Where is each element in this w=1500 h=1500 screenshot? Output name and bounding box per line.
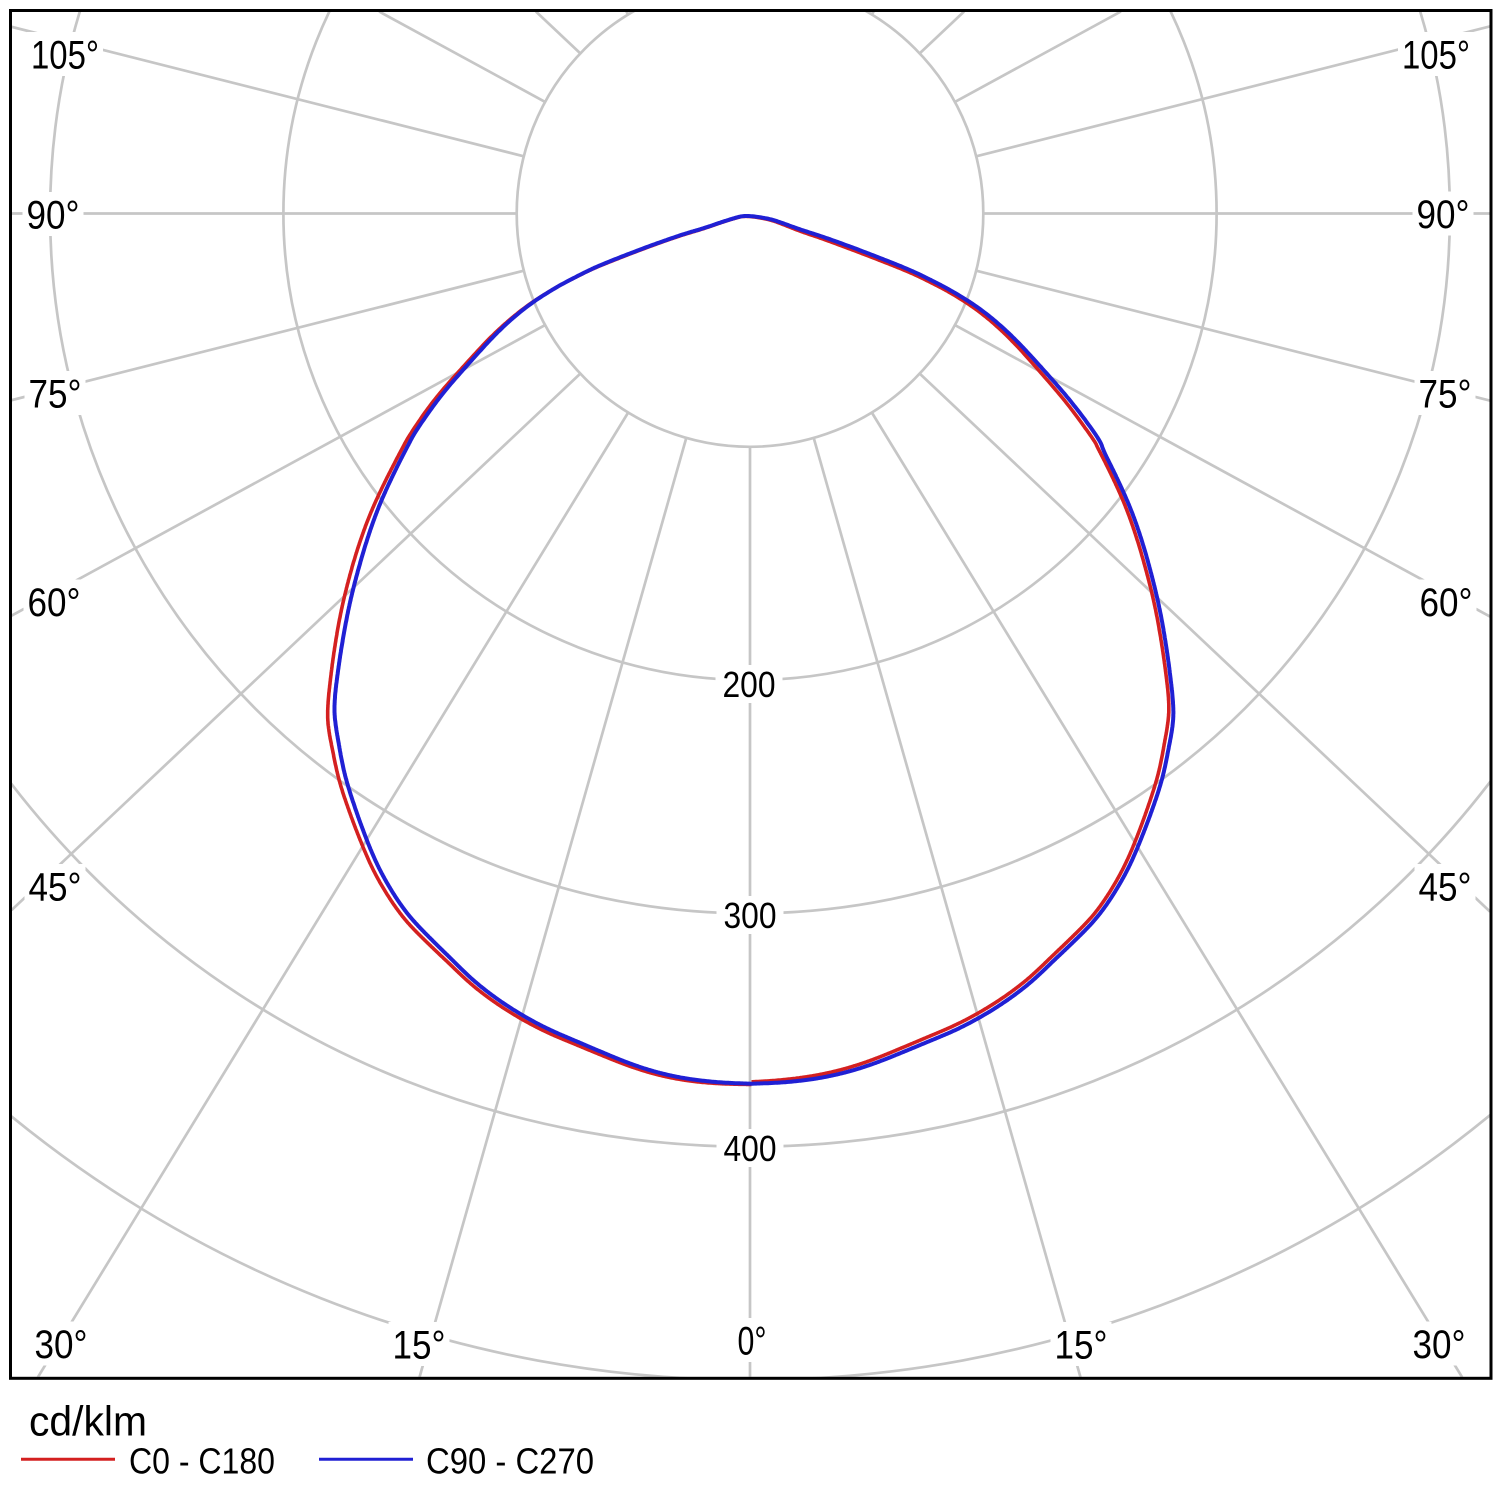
svg-text:0°: 0° [738, 1320, 767, 1364]
svg-text:30°: 30° [35, 1323, 88, 1367]
svg-text:75°: 75° [29, 373, 82, 417]
svg-text:15°: 15° [1055, 1324, 1108, 1368]
svg-text:C0 - C180: C0 - C180 [129, 1441, 275, 1482]
svg-text:75°: 75° [1419, 373, 1472, 417]
svg-text:60°: 60° [1420, 581, 1473, 625]
svg-text:15°: 15° [393, 1324, 446, 1368]
svg-text:400: 400 [724, 1128, 777, 1169]
svg-text:cd/klm: cd/klm [29, 1397, 147, 1444]
svg-text:30°: 30° [1413, 1323, 1466, 1367]
svg-text:60°: 60° [28, 581, 81, 625]
svg-text:105°: 105° [31, 34, 99, 78]
svg-text:90°: 90° [1417, 193, 1470, 237]
svg-text:45°: 45° [1419, 866, 1472, 910]
svg-text:45°: 45° [29, 866, 82, 910]
svg-text:C90 - C270: C90 - C270 [426, 1441, 594, 1482]
svg-text:300: 300 [724, 895, 777, 936]
svg-text:105°: 105° [1402, 34, 1470, 78]
svg-text:90°: 90° [27, 194, 80, 238]
svg-text:200: 200 [723, 664, 776, 705]
